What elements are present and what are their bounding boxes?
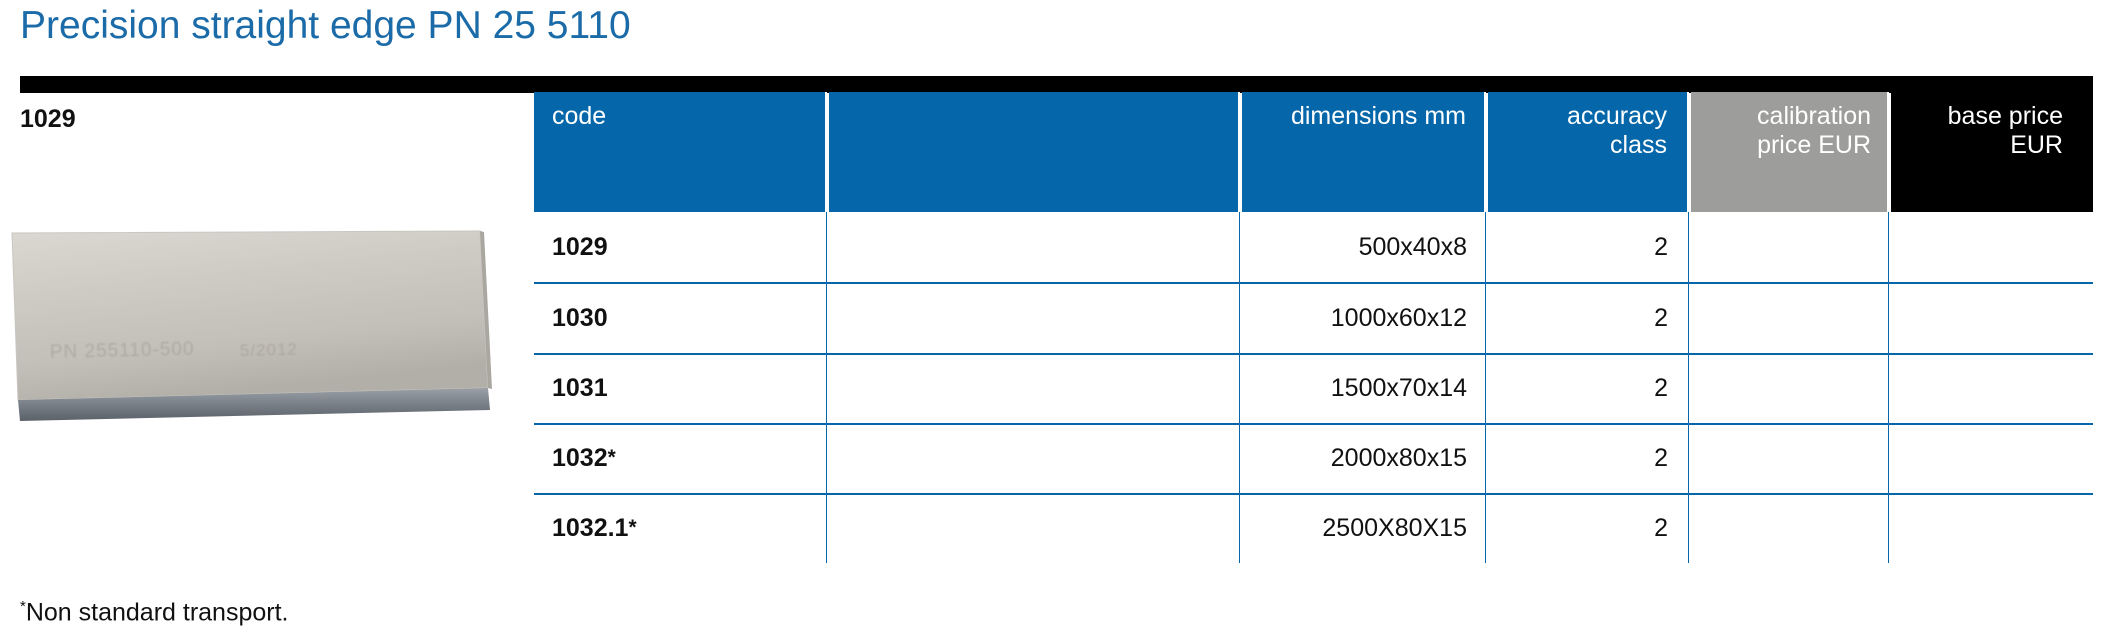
svg-text:5/2012: 5/2012 xyxy=(240,340,298,360)
svg-text:PN 255110-500: PN 255110-500 xyxy=(50,339,195,363)
